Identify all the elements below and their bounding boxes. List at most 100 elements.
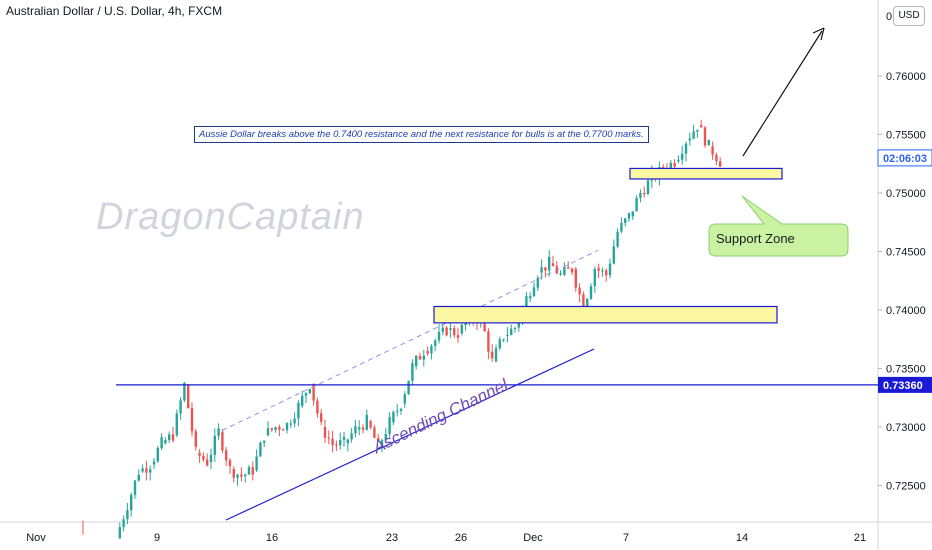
drawings-layer	[116, 27, 878, 521]
candle-body	[529, 296, 532, 299]
candle-body	[593, 269, 596, 287]
candle-body	[289, 423, 292, 425]
candle-body	[236, 474, 239, 478]
candle-body	[407, 380, 410, 395]
candle-body	[700, 125, 703, 128]
candle-body	[339, 440, 342, 446]
candle-body	[418, 355, 422, 360]
price-tick-label: 0.75500	[886, 130, 926, 142]
candle-body	[483, 318, 486, 332]
candle-body	[301, 395, 304, 406]
candle-body	[616, 231, 619, 247]
support-zone-box	[629, 167, 783, 180]
candle-body	[308, 389, 311, 393]
candle-body	[673, 162, 676, 167]
candle-body	[209, 454, 213, 463]
candle-body	[434, 340, 437, 346]
candle-body	[266, 428, 270, 436]
candle-body	[719, 161, 722, 167]
candle-body	[456, 335, 460, 338]
price-tick-label: 0.74000	[886, 305, 926, 317]
candle-body	[525, 296, 528, 308]
candle-body	[608, 263, 612, 275]
candle-body	[160, 437, 163, 449]
candle-body	[646, 180, 650, 195]
candle-body	[179, 400, 182, 414]
candle-body	[517, 320, 520, 328]
candle-body	[255, 456, 258, 471]
candle-body	[187, 384, 190, 409]
candle-body	[635, 197, 638, 212]
candle-body	[589, 286, 593, 299]
candle-body	[494, 348, 498, 362]
candle-body	[567, 267, 570, 269]
price-tick-label: 0.73500	[886, 364, 926, 376]
candle-body	[263, 440, 266, 443]
projection-arrow-head	[812, 27, 825, 41]
candle-body	[544, 267, 547, 271]
annotation-box[interactable]: Aussie Dollar breaks above the 0.7400 re…	[194, 126, 649, 143]
level-price-label: 0.73360	[883, 380, 923, 392]
projection-arrow-line	[742, 30, 823, 157]
candle-body	[688, 138, 691, 141]
time-tick-label: Nov	[26, 532, 46, 544]
candle-body	[415, 355, 418, 367]
candle-body	[426, 350, 429, 354]
candle-body	[194, 431, 197, 447]
time-tick-label: 21	[854, 532, 866, 544]
candle-body	[627, 213, 631, 219]
support-zone-label: Support Zone	[716, 231, 795, 246]
candle-body	[513, 328, 517, 330]
candle-body	[464, 322, 467, 325]
channel-lower-line	[225, 348, 595, 521]
candle-body	[380, 440, 384, 447]
price-tick-label: 0.72500	[886, 481, 926, 493]
candle-body	[278, 427, 281, 430]
candle-body	[681, 153, 684, 160]
candle-body	[384, 433, 387, 441]
candle-body	[422, 355, 425, 360]
candle-body	[342, 437, 346, 441]
candle-body	[532, 287, 536, 297]
candle-body	[320, 413, 323, 422]
candle-body	[365, 414, 368, 430]
candle-body	[601, 270, 604, 272]
candle-body	[377, 437, 380, 441]
candle-body	[126, 510, 129, 520]
candle-body	[559, 273, 562, 275]
candle-body	[327, 437, 330, 439]
candle-body	[487, 331, 490, 352]
candle-body	[285, 423, 289, 431]
candle-body	[259, 442, 262, 457]
candle-body	[578, 287, 581, 295]
candle-body	[696, 129, 699, 132]
price-tick-label-partial: 0	[886, 11, 892, 23]
candle-body	[206, 459, 209, 466]
time-tick-label: 16	[266, 532, 278, 544]
candle-body	[449, 328, 452, 330]
candle-body	[430, 345, 433, 354]
candle-body	[620, 222, 623, 232]
candle-body	[221, 431, 224, 451]
candle-body	[244, 474, 247, 477]
candle-body	[247, 467, 251, 475]
currency-button[interactable]: USD	[893, 6, 925, 26]
candle-body	[156, 448, 159, 462]
watermark: DragonCaptain	[96, 196, 365, 238]
chart-title: Australian Dollar / U.S. Dollar, 4h, FXC…	[6, 4, 223, 18]
last-price-tag	[877, 149, 932, 167]
candle-body	[498, 339, 501, 349]
candle-body	[130, 494, 133, 511]
candle-body	[316, 400, 319, 414]
candle-body	[297, 402, 300, 419]
candle-body	[563, 267, 566, 275]
candle-body	[502, 339, 505, 341]
candle-body	[703, 127, 707, 146]
candle-body	[570, 268, 574, 273]
candle-body	[677, 159, 680, 162]
candle-body	[369, 421, 372, 428]
candle-body	[605, 270, 608, 276]
candle-body	[354, 426, 357, 434]
